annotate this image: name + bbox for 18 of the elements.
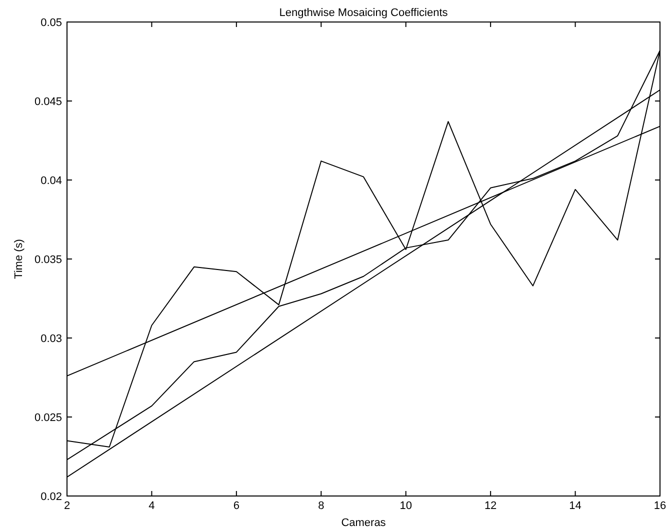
chart-title: Lengthwise Mosaicing Coefficients (279, 7, 448, 19)
y-tick-label: 0.03 (40, 333, 62, 345)
x-tick-label: 14 (569, 500, 582, 512)
x-tick-label: 4 (148, 500, 155, 512)
y-tick-label: 0.04 (40, 175, 62, 187)
x-tick-label: 16 (654, 500, 666, 512)
x-tick-label: 2 (64, 500, 70, 512)
x-axis-title: Cameras (341, 517, 386, 529)
x-tick-label: 8 (318, 500, 324, 512)
y-tick-label: 0.025 (34, 412, 62, 424)
y-tick-label: 0.045 (34, 96, 62, 108)
y-axis-title: Time (s) (13, 239, 25, 279)
x-tick-label: 12 (484, 500, 497, 512)
y-tick-label: 0.05 (40, 17, 62, 29)
x-tick-label: 10 (400, 500, 412, 512)
x-tick-label: 6 (233, 500, 240, 512)
y-tick-label: 0.02 (40, 491, 62, 503)
y-tick-label: 0.035 (34, 254, 62, 266)
